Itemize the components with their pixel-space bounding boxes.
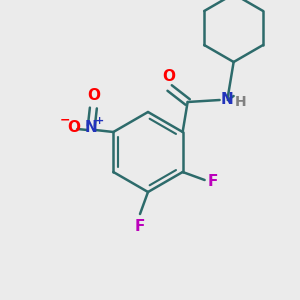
Text: O: O xyxy=(87,88,100,103)
Text: O: O xyxy=(67,121,80,136)
Text: F: F xyxy=(135,219,145,234)
Text: O: O xyxy=(162,69,175,84)
Text: −: − xyxy=(60,113,70,127)
Text: F: F xyxy=(208,175,218,190)
Text: +: + xyxy=(95,116,104,126)
Text: H: H xyxy=(235,95,246,109)
Text: N: N xyxy=(220,92,233,106)
Text: N: N xyxy=(85,121,98,136)
